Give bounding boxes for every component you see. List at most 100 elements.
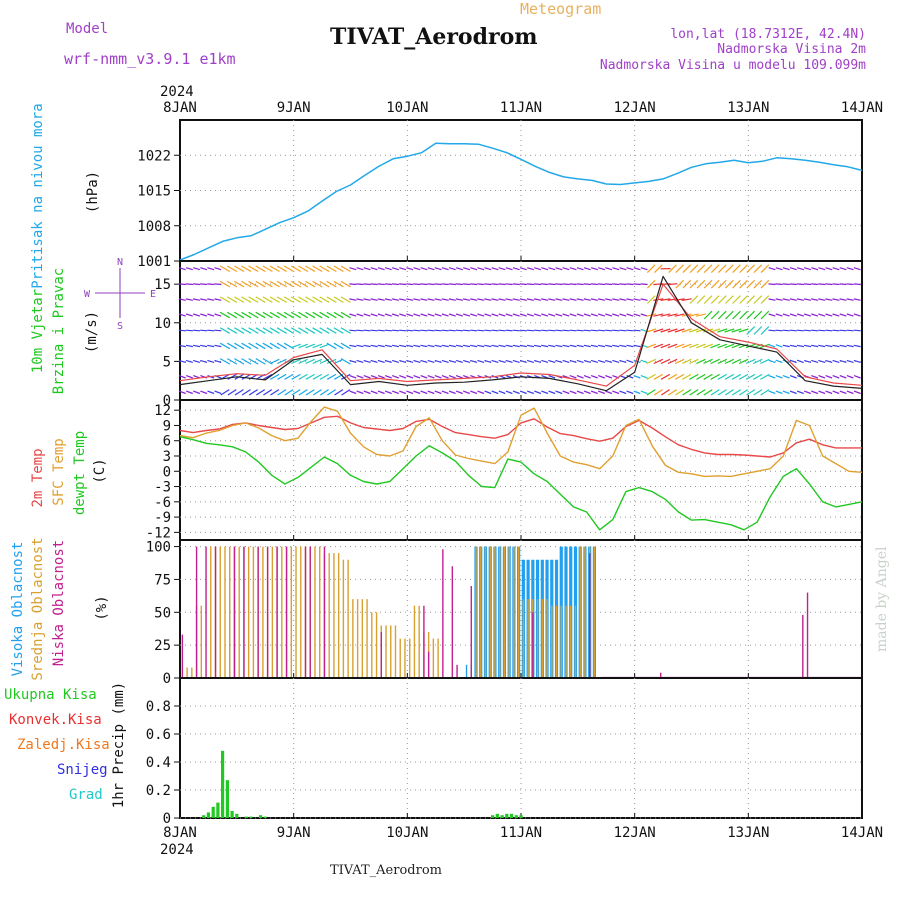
- wind-arrow: [761, 327, 769, 335]
- wind-arrow: [825, 299, 832, 300]
- wind-arrow: [840, 391, 847, 393]
- wind-arrow: [350, 314, 357, 316]
- wind-arrow: [513, 268, 520, 270]
- wind-arrow: [548, 284, 555, 285]
- wind-arrow: [577, 268, 584, 270]
- wind-arrow: [392, 314, 399, 316]
- bottom-time-label: 9JAN: [277, 825, 311, 841]
- temp-ytick-label: 3: [163, 449, 171, 465]
- wind-arrow: [563, 299, 570, 300]
- wind-arrow: [513, 391, 520, 393]
- wind-arrow: [200, 345, 207, 346]
- wind-arrow: [208, 391, 215, 393]
- wind-arrow: [364, 345, 371, 346]
- wind-arrow: [577, 330, 584, 331]
- wind-arrow: [605, 345, 612, 346]
- wind-arrow: [598, 284, 605, 285]
- wind-arrow: [186, 360, 193, 362]
- wind-arrow: [563, 268, 570, 270]
- wind-arrow: [428, 330, 435, 331]
- wind-arrow: [797, 330, 804, 331]
- wind-arrow: [350, 391, 357, 393]
- wind-arrow: [570, 345, 577, 346]
- wind-arrow: [769, 284, 776, 285]
- precip-bar: [491, 815, 494, 818]
- wind-arrow: [548, 314, 555, 316]
- wind-arrow: [534, 314, 541, 316]
- wind-arrow: [484, 345, 491, 346]
- wind-arrow: [797, 268, 804, 270]
- precip-bar: [226, 780, 229, 818]
- wind-arrow: [207, 330, 214, 331]
- wind-arrow: [754, 311, 762, 319]
- wind-arrow: [406, 330, 413, 331]
- wind-arrow: [847, 299, 854, 300]
- wind-arrow: [392, 299, 399, 300]
- wind-arrow: [854, 345, 861, 346]
- wind-arrow: [627, 299, 634, 300]
- precip-bar: [207, 812, 210, 818]
- wind-arrow: [371, 284, 378, 285]
- wind-arrow: [563, 391, 570, 393]
- wind-arrow: [811, 360, 818, 362]
- wind-arrow: [598, 360, 605, 362]
- wind-arrow: [200, 391, 207, 393]
- wind-arrow: [215, 314, 222, 316]
- wind-arrow: [492, 360, 499, 362]
- wind-arrow: [620, 391, 627, 393]
- wind-arrow: [456, 268, 463, 270]
- precip-bar: [221, 751, 224, 818]
- wind-arrow: [854, 268, 861, 270]
- wind-arrow: [392, 360, 399, 362]
- wind-arrow: [548, 345, 555, 346]
- precip-bar: [202, 815, 205, 818]
- wind-arrow: [392, 268, 399, 270]
- wind-arrow: [470, 330, 477, 331]
- wind-arrow: [207, 345, 214, 346]
- wind-arrow: [499, 360, 506, 362]
- wind-arrow: [577, 299, 584, 300]
- wind-arrow: [271, 390, 279, 395]
- wind-arrow: [364, 284, 371, 285]
- footer-title: TIVAT_Aerodrom: [330, 863, 442, 878]
- wind-arrow: [811, 284, 818, 285]
- wind-arrow: [556, 268, 563, 270]
- wind-arrow: [179, 330, 186, 331]
- wind-arrow: [492, 299, 499, 300]
- wind-arrow: [627, 360, 634, 362]
- wind-arrow: [825, 330, 832, 331]
- wind-arrow: [556, 314, 563, 316]
- wind-arrow: [414, 376, 421, 378]
- wind-arrow: [506, 268, 513, 270]
- wind-arrow: [179, 284, 186, 285]
- wind-arrow: [641, 268, 648, 270]
- cloud-ytick-label: 0: [163, 671, 171, 687]
- wind-arrow: [555, 284, 562, 285]
- wind-arrow: [854, 391, 861, 393]
- cloud-ytick-label: 25: [154, 638, 171, 654]
- wind-arrow: [442, 314, 449, 316]
- wind-arrow: [811, 299, 818, 300]
- wind-arrow: [463, 284, 470, 285]
- wind-arrow: [534, 391, 541, 393]
- wind-arrow: [385, 345, 392, 346]
- wind-arrow: [833, 391, 840, 393]
- wind-arrow: [456, 330, 463, 331]
- wind-arrow: [769, 376, 776, 378]
- wind-arrow: [790, 268, 797, 270]
- wind-arrow: [399, 345, 406, 346]
- wind-arrow: [598, 376, 605, 378]
- precip-ytick-label: 0.8: [146, 699, 171, 715]
- wind-arrow: [499, 314, 506, 316]
- wind-arrow: [492, 314, 499, 316]
- wind-arrow: [584, 299, 591, 300]
- wind-arrow: [783, 268, 790, 270]
- wind-arrow: [299, 390, 307, 395]
- wind-arrow: [449, 268, 456, 270]
- wind-arrow: [378, 268, 385, 270]
- wind-arrow: [200, 314, 207, 316]
- wind-arrow: [776, 284, 783, 285]
